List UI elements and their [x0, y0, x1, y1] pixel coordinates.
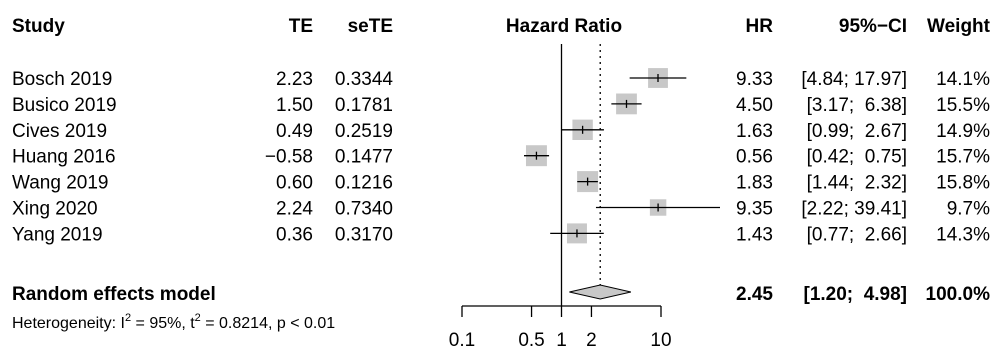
x-axis: 0.1 0.5 1 2 10 [449, 305, 672, 351]
ci-value: [0.42; 0.75] [807, 147, 907, 168]
te-value: 2.23 [276, 69, 313, 90]
study-row: Busico 2019 1.50 0.1781 4.50 [3.17; 6.38] 15.… [12, 93, 990, 116]
sete-value: 0.1477 [335, 147, 393, 168]
ci-value: [3.17; 6.38] [807, 95, 907, 116]
study-rows: Bosch 2019 2.23 0.3344 9.33 [4.84; 17.97] 14.… [12, 68, 990, 245]
hr-value: 9.35 [736, 199, 773, 220]
weight-value: 14.1% [936, 69, 990, 90]
ci-value: [0.99; 2.67] [807, 121, 907, 142]
x-tick-label: 0.1 [449, 330, 475, 351]
header-sete: seTE [348, 16, 393, 37]
x-tick-label: 1 [556, 330, 567, 351]
header-row: Study TE seTE Hazard Ratio HR 95%−CI Wei… [12, 16, 991, 37]
weight-value: 15.5% [936, 95, 990, 116]
hr-value: 1.63 [736, 121, 773, 142]
weight-value: 15.8% [936, 173, 990, 194]
ci-value: [2.22; 39.41] [801, 199, 907, 220]
pooled-row: Random effects model 2.45 [1.20; 4.98] 1… [12, 284, 990, 305]
ci-value: [4.84; 17.97] [801, 69, 907, 90]
het-tau2-sup: 2 [195, 312, 201, 324]
weight-value: 15.7% [936, 147, 990, 168]
hr-value: 1.43 [736, 224, 773, 245]
header-ci: 95%−CI [839, 16, 907, 37]
hr-value: 9.33 [736, 69, 773, 90]
sete-value: 0.1781 [335, 95, 393, 116]
study-row: Yang 2019 0.36 0.3170 1.43 [0.77; 2.66] 14.3% [12, 223, 990, 245]
te-value: 0.49 [276, 121, 313, 142]
header-te: TE [289, 16, 313, 37]
sete-value: 0.3344 [335, 69, 394, 90]
sete-value: 0.3170 [335, 224, 393, 245]
x-tick-label: 10 [650, 330, 671, 351]
sete-value: 0.1216 [335, 173, 393, 194]
header-study: Study [12, 16, 65, 37]
te-value: 1.50 [276, 95, 313, 116]
weight-value: 14.3% [936, 224, 990, 245]
header-weight: Weight [927, 16, 991, 37]
te-value: −0.58 [265, 147, 313, 168]
pooled-label: Random effects model [12, 284, 216, 305]
pooled-weight: 100.0% [926, 284, 991, 305]
study-name: Bosch 2019 [12, 69, 112, 90]
ci-value: [0.77; 2.66] [807, 224, 907, 245]
weight-value: 14.9% [936, 121, 990, 142]
study-name: Xing 2020 [12, 199, 98, 220]
header-hazard-ratio: Hazard Ratio [506, 16, 622, 37]
study-name: Wang 2019 [12, 173, 108, 194]
study-row: Huang 2016 −0.58 0.1477 0.56 [0.42; 0.75] 15.… [12, 145, 990, 168]
study-row: Wang 2019 0.60 0.1216 1.83 [1.44; 2.32] 15.8% [12, 171, 990, 194]
study-row: Cives 2019 0.49 0.2519 1.63 [0.99; 2.67] 14.9… [12, 119, 990, 142]
study-name: Huang 2016 [12, 147, 116, 168]
te-value: 0.60 [276, 173, 313, 194]
study-name: Yang 2019 [12, 224, 103, 245]
study-name: Cives 2019 [12, 121, 107, 142]
hr-value: 1.83 [736, 173, 773, 194]
het-tau2-value: = 0.8214, p < 0.01 [201, 315, 335, 332]
het-prefix: Heterogeneity: I [12, 315, 125, 332]
sete-value: 0.7340 [335, 199, 393, 220]
hr-value: 0.56 [736, 147, 773, 168]
study-row: Bosch 2019 2.23 0.3344 9.33 [4.84; 17.97] 14.… [12, 68, 990, 90]
x-tick-label: 2 [586, 330, 597, 351]
pooled-diamond [569, 284, 631, 300]
ci-value: [1.44; 2.32] [807, 173, 907, 194]
weight-value: 9.7% [947, 199, 990, 220]
hr-value: 4.50 [736, 95, 773, 116]
study-row: Xing 2020 2.24 0.7340 9.35 [2.22; 39.41] 9.7% [12, 199, 990, 220]
header-hr: HR [746, 16, 774, 37]
x-tick-label: 0.5 [518, 330, 544, 351]
te-value: 2.24 [276, 199, 313, 220]
het-i2-sup: 2 [125, 312, 131, 324]
sete-value: 0.2519 [335, 121, 393, 142]
het-i2-value: = 95%, t [131, 315, 195, 332]
pooled-hr: 2.45 [736, 284, 773, 305]
pooled-ci: [1.20; 4.98] [804, 284, 908, 305]
te-value: 0.36 [276, 224, 313, 245]
study-name: Busico 2019 [12, 95, 117, 116]
heterogeneity-text: Heterogeneity: I2 = 95%, t2 = 0.8214, p … [12, 312, 335, 332]
